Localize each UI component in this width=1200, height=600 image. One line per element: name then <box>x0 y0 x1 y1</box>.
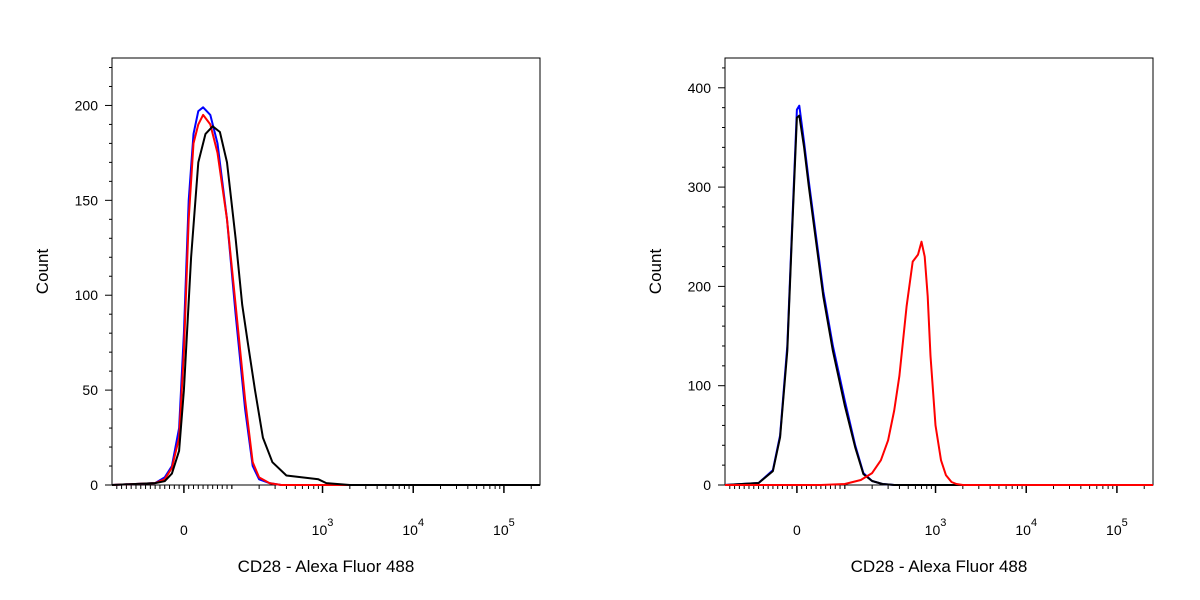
histogram-series-line <box>725 240 1153 486</box>
x-axis-title: CD28 - Alexa Fluor 488 <box>851 557 1028 576</box>
x-tick-exponent: 3 <box>940 517 946 529</box>
x-tick-label: 0 <box>793 522 801 538</box>
y-axis-title: Count <box>33 249 52 295</box>
plot-frame <box>724 57 1154 486</box>
x-tick-label: 105 <box>1106 517 1128 538</box>
plot-frame <box>111 57 541 486</box>
y-tick-label: 50 <box>82 382 98 398</box>
x-tick-label: 103 <box>925 517 947 538</box>
y-tick-label: 0 <box>703 477 711 493</box>
y-tick-label: 400 <box>688 80 712 96</box>
chart-panel-2: 0 100 200 300 400 0 103 104 105 CD28 - Alexa Fluo… <box>646 57 1154 576</box>
histogram-series-line <box>724 114 1153 486</box>
histogram-series-line <box>111 106 540 486</box>
y-tick-label: 200 <box>75 97 99 113</box>
y-axis-title: Count <box>646 249 665 295</box>
x-axis-title: CD28 - Alexa Fluor 488 <box>238 557 415 576</box>
chart-panel-1: 0 50 100 150 200 0 103 104 105 CD28 - Alexa Fluor… <box>33 57 541 576</box>
x-tick-label: 104 <box>402 517 424 538</box>
x-tick-exponent: 4 <box>418 517 424 529</box>
histogram-series-line <box>111 125 540 486</box>
y-tick-label: 200 <box>688 278 712 294</box>
y-tick-label: 0 <box>90 477 98 493</box>
histogram-series-line <box>111 113 540 486</box>
x-tick-exponent: 3 <box>327 517 333 529</box>
y-tick-label: 100 <box>75 287 99 303</box>
y-tick-label: 150 <box>75 192 99 208</box>
x-tick-exponent: 5 <box>1122 517 1128 529</box>
x-tick-exponent: 5 <box>509 517 515 529</box>
y-tick-label: 100 <box>688 378 712 394</box>
x-tick-exponent: 4 <box>1031 517 1037 529</box>
x-tick-label: 104 <box>1015 517 1037 538</box>
y-tick-label: 300 <box>688 179 712 195</box>
x-tick-label: 103 <box>312 517 334 538</box>
x-tick-label: 0 <box>180 522 188 538</box>
x-tick-label: 105 <box>493 517 515 538</box>
